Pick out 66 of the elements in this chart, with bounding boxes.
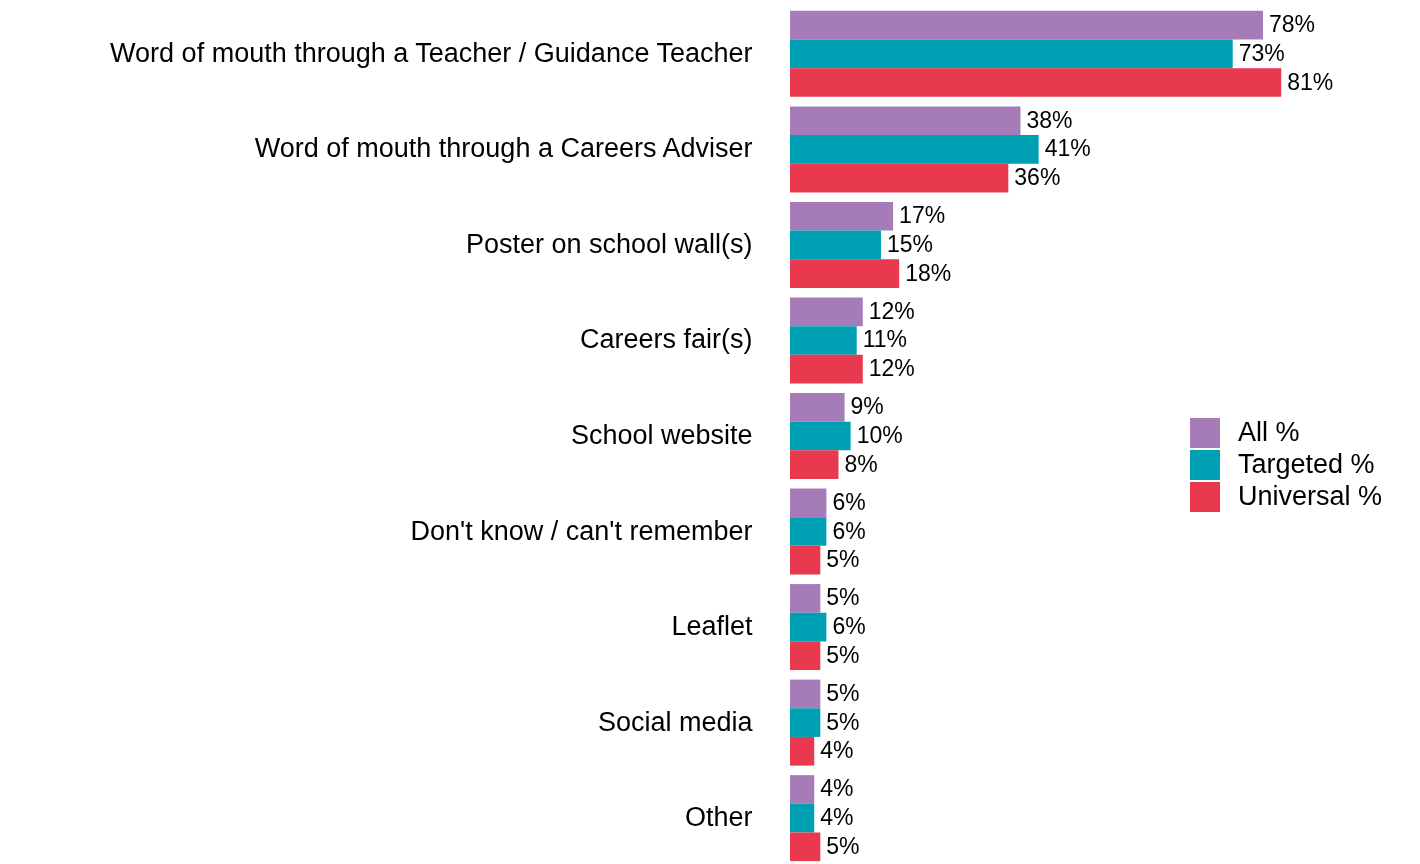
data-label: 5% xyxy=(826,546,860,573)
data-label: 4% xyxy=(820,775,854,802)
data-label: 41% xyxy=(1044,135,1091,162)
bar xyxy=(790,297,863,327)
bar xyxy=(790,39,1233,69)
bar xyxy=(790,163,1009,193)
legend-label: All % xyxy=(1238,417,1300,447)
bar xyxy=(790,259,900,288)
y-tick-label: Word of mouth through a Teacher / Guidance Teacher xyxy=(110,37,753,68)
data-label: 18% xyxy=(905,259,952,286)
y-tick-label: Poster on school wall(s) xyxy=(465,228,753,259)
data-label: 12% xyxy=(868,297,915,324)
bar xyxy=(790,832,821,862)
bar xyxy=(790,708,821,737)
data-label: 4% xyxy=(820,737,854,764)
legend-label: Targeted % xyxy=(1238,449,1375,479)
data-label: 10% xyxy=(856,422,903,448)
data-label: 73% xyxy=(1238,39,1285,66)
bar xyxy=(790,106,1021,136)
bar xyxy=(790,230,881,260)
bar xyxy=(790,612,827,642)
y-tick-label: Don't know / can't remember xyxy=(410,515,753,546)
bar xyxy=(790,584,821,613)
bar xyxy=(790,517,827,546)
legend-label: Universal % xyxy=(1238,481,1383,511)
data-label: 8% xyxy=(844,450,878,477)
data-label: 78% xyxy=(1269,11,1316,38)
data-label: 4% xyxy=(820,804,854,831)
bar xyxy=(790,135,1039,164)
data-label: 9% xyxy=(850,393,884,420)
bar xyxy=(790,450,839,479)
data-label: 6% xyxy=(832,488,866,515)
bar xyxy=(790,803,815,833)
data-label: 6% xyxy=(832,613,866,640)
bar xyxy=(790,421,851,451)
bar xyxy=(790,775,815,804)
data-label: 11% xyxy=(862,326,908,353)
bar xyxy=(790,393,845,422)
bar xyxy=(790,679,821,709)
bar xyxy=(790,68,1282,97)
bar xyxy=(790,736,815,766)
bar xyxy=(790,488,827,518)
bar xyxy=(790,201,894,231)
data-label: 5% xyxy=(826,584,860,611)
y-tick-label: Leaflet xyxy=(671,611,753,642)
data-label: 5% xyxy=(826,832,860,859)
data-label: 5% xyxy=(826,708,860,735)
bar xyxy=(790,641,821,671)
data-label: 81% xyxy=(1287,68,1334,95)
data-label: 12% xyxy=(868,355,915,382)
y-tick-label: Word of mouth through a Careers Adviser xyxy=(254,133,753,164)
y-tick-label: Social media xyxy=(597,706,754,737)
bar xyxy=(790,10,1264,40)
data-label: 5% xyxy=(826,641,860,668)
data-label: 38% xyxy=(1026,106,1073,133)
y-tick-label: Other xyxy=(684,802,753,833)
bar xyxy=(790,354,863,384)
y-tick-label: School website xyxy=(570,420,753,450)
data-label: 15% xyxy=(886,230,934,257)
data-label: 5% xyxy=(826,679,860,706)
data-label: 36% xyxy=(1014,164,1061,191)
data-label: 17% xyxy=(899,202,946,229)
bar xyxy=(790,545,821,575)
data-label: 6% xyxy=(832,517,866,544)
bar xyxy=(790,326,857,355)
y-tick-label: Careers fair(s) xyxy=(579,324,753,355)
